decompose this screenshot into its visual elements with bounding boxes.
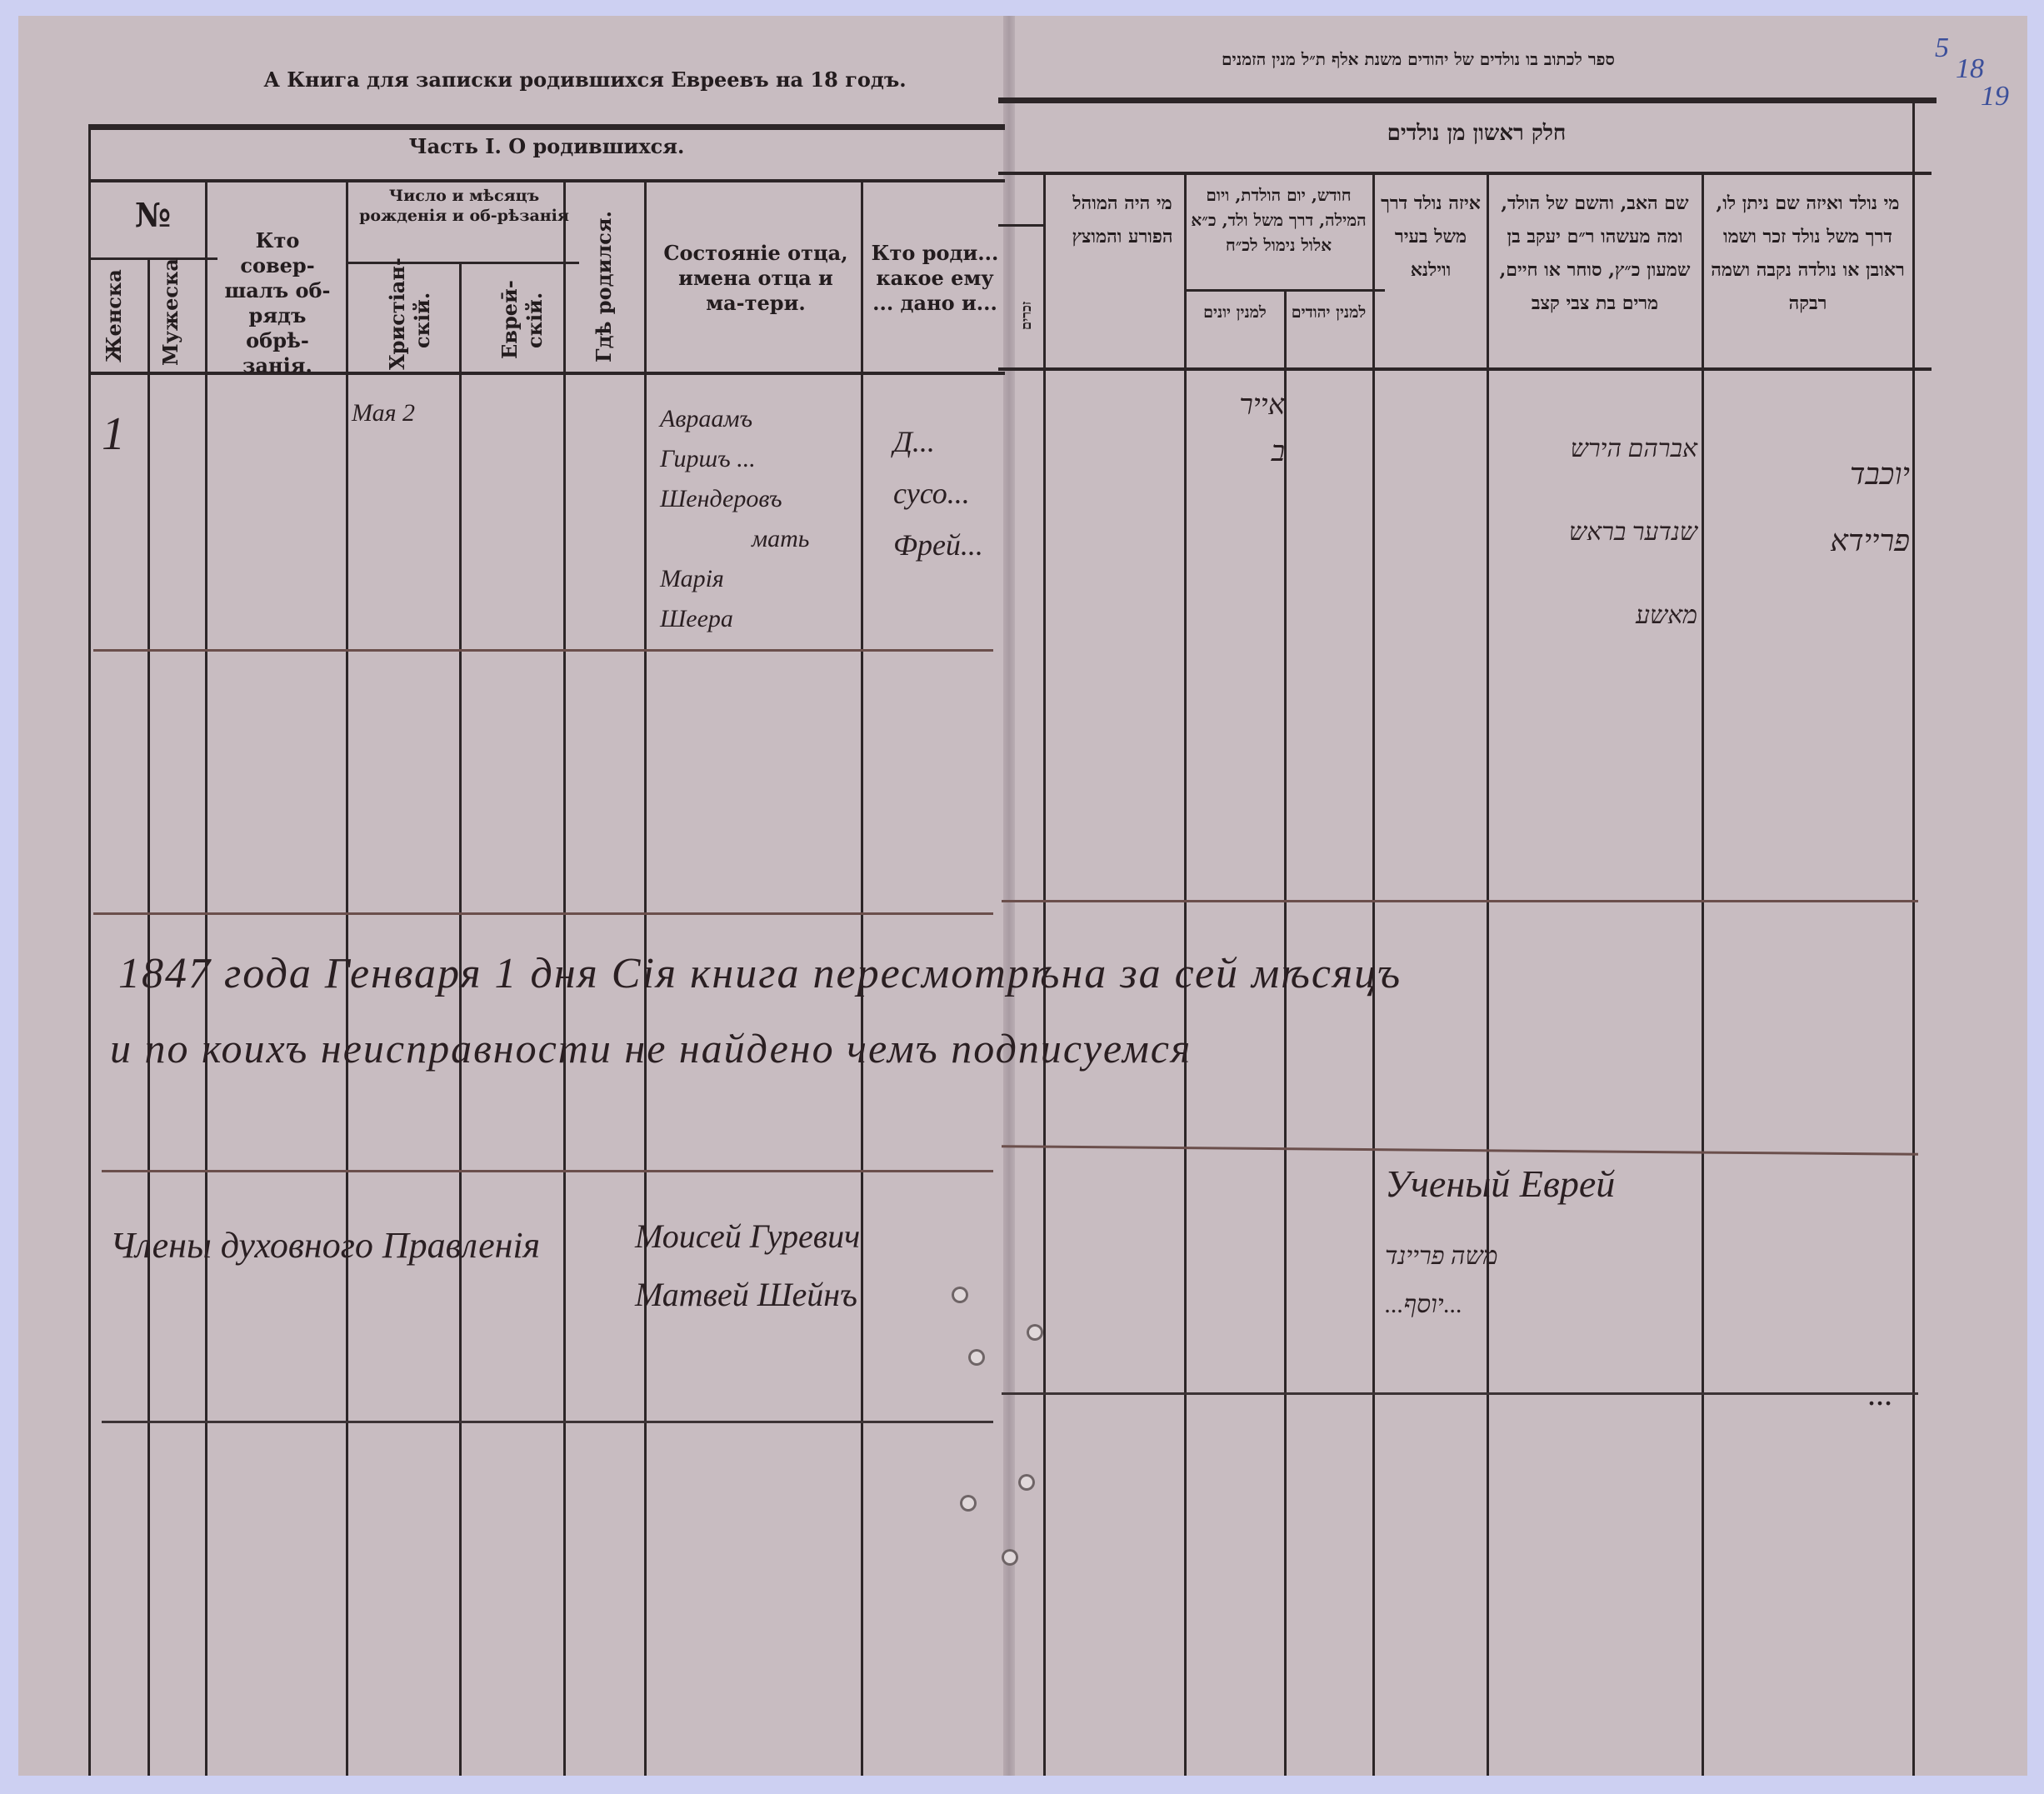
col-line [1487,174,1489,1776]
father-line: מאשע [1635,602,1697,629]
folio-number: 18 [1956,53,1984,84]
col-line [1702,174,1704,1776]
col-jewish: Евреӣ-скій. [497,280,547,360]
col-line [1043,174,1046,1776]
col-who-born-hebrew: מי נולד ואיזה שם ניתן לו, דרך משל נולד ז… [1711,192,1905,314]
who-born-line: сусо... [893,477,970,510]
right-header-bottom-rule [998,367,1932,371]
left-header-bottom-rule [88,372,1005,375]
parent-line: Шендеровъ [660,485,782,512]
col-female: Женска [102,269,126,362]
col-date-header-hebrew: חודש, יום הולדת, ויום המילה, דרך משל ולד… [1191,185,1367,255]
right-running-title: ספר לכתוב בו נולדים של יהודים משנת אלף ת… [1222,49,1615,69]
col-date-header: Число и мѣсяцъ рожденія и об-рѣзанія [359,187,569,225]
left-running-title: А Книга для записки родившихся Евреевъ н… [263,67,907,92]
binding-hole [968,1349,985,1366]
folio-number: 19 [1981,81,2009,112]
binding-hole [952,1287,968,1303]
signature: משה פריינד [1385,1242,1498,1270]
col-father-status: Состояніе отца, имена отца и ма-тери. [663,241,848,315]
entry-who-born: Д... сусо... Фрей... [893,416,983,571]
binding-hole [1018,1474,1035,1491]
col-circumciser-hebrew: מי היה המוהל הפורע והמוצץ [1072,192,1173,247]
entry-christian-date: Мая 2 [352,399,416,427]
row-divider [1002,1392,1918,1395]
who-born-line: Фрей... [893,528,983,562]
folio-number: 5 [1935,32,1949,63]
entry-parents: Авраамъ Гиршъ ... Шендеровъ мать Марія Ш… [660,399,809,639]
col-number: № [134,196,172,235]
right-top-rule [998,97,1937,103]
left-top-rule [88,124,1005,130]
certification-line-1: 1847 года Генваря 1 дня Сія книга пересм… [118,950,1402,997]
hebrew-date-day: ב [1271,437,1285,467]
right-scrawl: ... [1868,1375,1893,1412]
signature: Моисей Гуревич [635,1217,861,1255]
right-header-rule [998,172,1932,175]
col-line [1184,174,1187,1776]
col-line [147,257,150,1776]
document-page: А Книга для записки родившихся Евреевъ н… [18,16,2027,1776]
rabbi-label: Ученый Еврей [1385,1162,1616,1205]
hebrew-signature: משה פריינד ...יוסף... [1385,1232,1718,1329]
book-gutter [1003,16,1015,1776]
binding-hole [960,1495,977,1512]
right-partial-sub-rule [998,224,1044,227]
col-where-born-hebrew: איזה נולד דרך משל בעיר ווילנא [1381,192,1481,281]
hebrew-date-month: אייר [1239,390,1285,421]
child-line: פריידא [1830,524,1910,557]
entry-hebrew-father: אברהם הירש שנדער בראש מאשע [1497,407,1697,657]
row-divider [102,1170,993,1172]
who-born-line: Д... [893,425,935,458]
col-who-performed: Кто совер-шалъ об-рядъ обрѣ-занія. [224,228,331,377]
entry-number: 1 [102,408,125,460]
board-label: Члены духовного Правленія [110,1225,541,1266]
certification-line-2: и по коихъ неисправности не найдено чемъ… [110,1025,1192,1072]
entry-hebrew-child: יוכבד פריידא [1718,441,1910,574]
child-line: יוכבד [1849,457,1910,491]
col-who-born: Кто роди... какое ему ... дано и... [871,241,999,315]
col-line [1284,289,1287,1776]
col-father-name-hebrew: שם האב, והשם של הולד, ומה מעשהו ר״ם יעקב… [1499,192,1691,314]
father-line: אברהם הירש [1570,435,1697,462]
date-sub-rule [346,262,579,264]
row-divider [93,912,993,915]
row-divider [1002,1145,1918,1156]
col-greek-hebrew: למנין יונים [1203,303,1267,322]
col-line [346,179,348,1776]
col-line [644,179,647,1776]
number-sub-rule [88,257,217,260]
col-male-partial: זכרים [1018,301,1034,331]
col-christian: Христіан-скій. [385,257,434,370]
signature: ...יוסף... [1385,1291,1463,1318]
father-line: שנדער בראש [1568,518,1697,546]
col-line [1912,97,1915,1776]
parent-line: Гиршъ ... [660,445,756,472]
board-signatures: Моисей Гуревич Матвей Шейнъ [635,1207,860,1324]
left-header-rule [88,179,1005,182]
col-male: Мужеска [158,258,182,366]
row-divider [1002,900,1918,902]
left-part-title: Часть I. О родившихся. [408,134,685,158]
parent-line: Шеера [660,605,733,632]
binding-hole [1027,1324,1043,1341]
col-jewish-hebrew: למנין יהודים [1291,303,1367,322]
col-where-born: Гдѣ родился. [592,211,616,363]
parent-line: Марія [660,565,724,592]
col-line [861,179,863,1776]
col-line [459,262,462,1776]
binding-hole [1002,1549,1018,1566]
parent-line: Авраамъ [660,405,753,432]
row-divider [102,1421,993,1423]
col-line [1372,174,1375,1776]
right-part-title: חלק ראשון מן נולדים [1387,121,1567,146]
col-line [205,179,207,1776]
entry-hebrew-date: אייר ב [1193,382,1285,476]
col-line [88,124,91,1776]
signature: Матвей Шейнъ [635,1276,857,1313]
parent-line: мать [752,525,810,552]
row-divider [93,649,993,652]
col-line [563,179,566,1776]
